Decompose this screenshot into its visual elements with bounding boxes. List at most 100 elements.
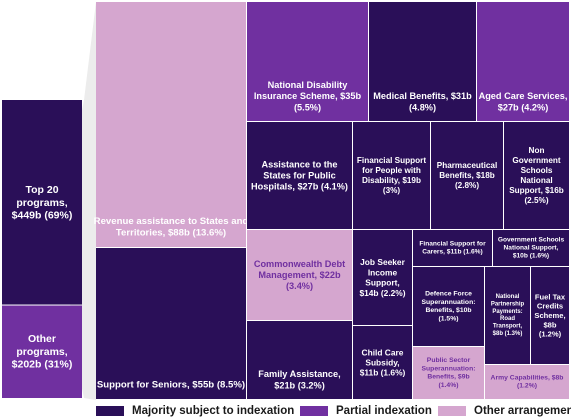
tile-job-seeker-income-support-rect bbox=[353, 230, 412, 325]
summary-top20-block bbox=[2, 100, 82, 305]
tile-assistance-to-the-states-for-public-hospitals-label-line-3: Hospitals, $27b (4.1%) bbox=[251, 182, 348, 192]
tile-job-seeker-income-support-label-line-3: Support, bbox=[365, 278, 399, 288]
tile-financial-support-for-people-with-disability-label-line-3: Disability, $19b bbox=[362, 176, 421, 185]
tile-defence-force-superannuation-benefits-rect bbox=[413, 267, 484, 346]
tile-national-partnership-payments-road-transport-label-line-2: Partnership bbox=[491, 302, 525, 308]
tile-pharmaceutical-benefits-label-line-2: Benefits, $18b bbox=[439, 171, 495, 180]
tile-aged-care-services: Aged Care Services,$27b (4.2%) bbox=[477, 2, 569, 121]
tile-national-partnership-payments-road-transport: National PartnershipPayments:RoadTranspor… bbox=[485, 267, 530, 364]
tile-non-government-schools-national-support-label-line-5: Support, $16b bbox=[509, 186, 564, 195]
tile-revenue-assistance-to-states-and-territories-label-line-2: Territories, $88b (13.6%) bbox=[116, 228, 226, 239]
tile-financial-support-for-people-with-disability-rect bbox=[353, 122, 430, 229]
legend-swatch-partial bbox=[300, 406, 328, 416]
tile-public-sector-superannuation-benefits-label-line-4: (1.4%) bbox=[438, 382, 458, 389]
summary-top20-label-line-1: Top 20 bbox=[25, 184, 58, 196]
tile-non-government-schools-national-support-label-line-4: National bbox=[520, 176, 552, 185]
tile-commonwealth-debt-management-rect bbox=[247, 230, 352, 320]
tile-pharmaceutical-benefits-rect bbox=[431, 122, 503, 229]
tile-non-government-schools-national-support-rect bbox=[504, 122, 569, 229]
tile-national-partnership-payments-road-transport-label-line-1: National bbox=[496, 294, 520, 300]
summary-top20-label-line-3: $449b (69%) bbox=[12, 210, 73, 222]
tile-national-partnership-payments-road-transport-rect bbox=[485, 267, 530, 364]
legend-label-other: Other arrangement bbox=[474, 405, 571, 417]
tile-fuel-tax-credits-scheme-label-line-1: Fuel Tax bbox=[535, 292, 566, 301]
tile-army-capabilities: Army Capabilities, $8b (1.2%) bbox=[485, 365, 569, 399]
tile-national-partnership-payments-road-transport-label-line-3: Payments: bbox=[492, 309, 522, 315]
tile-defence-force-superannuation-benefits-label-line-3: Benefits, $10b bbox=[425, 307, 471, 314]
tile-support-for-seniors-label-line-1: Support for Seniors, $55b (8.5%) bbox=[97, 380, 245, 391]
tile-aged-care-services-rect bbox=[477, 2, 569, 121]
tile-pharmaceutical-benefits-label-line-1: Pharmaceutical bbox=[437, 161, 498, 170]
tile-financial-support-for-people-with-disability-label-line-2: for People with bbox=[362, 166, 421, 175]
tile-national-partnership-payments-road-transport-label-line-4: Road bbox=[500, 316, 515, 322]
tile-job-seeker-income-support-label-line-4: $14b (2.2%) bbox=[359, 288, 405, 298]
tile-support-for-seniors-rect bbox=[96, 248, 246, 399]
tile-family-assistance-rect bbox=[247, 321, 352, 399]
tile-public-sector-superannuation-benefits-label-line-1: Public Sector bbox=[427, 357, 471, 364]
summary-other-label-line-2: programs, bbox=[16, 346, 67, 358]
legend: Majority subject to indexation Partial i… bbox=[0, 402, 571, 420]
tile-job-seeker-income-support-label-line-2: Income bbox=[368, 267, 398, 277]
tile-national-disability-insurance-scheme-label-line-3: (5.5%) bbox=[294, 102, 321, 112]
tile-revenue-assistance-to-states-and-territories-label-line-1: Revenue assistance to States and bbox=[94, 216, 249, 227]
tile-non-government-schools-national-support-label-line-3: Schools bbox=[521, 166, 553, 175]
tile-national-disability-insurance-scheme-label-line-2: Insurance Scheme, $35b bbox=[254, 91, 362, 101]
tile-child-care-subsidy-rect bbox=[353, 326, 412, 399]
tile-government-schools-national-support-label-line-3: $10b (1.6%) bbox=[513, 253, 549, 260]
tile-family-assistance-label-line-1: Family Assistance, bbox=[258, 369, 340, 379]
legend-item-partial: Partial indexation bbox=[300, 404, 432, 418]
tile-commonwealth-debt-management-label-line-1: Commonwealth Debt bbox=[254, 259, 345, 269]
tile-defence-force-superannuation-benefits-label-line-1: Defence Force bbox=[425, 291, 472, 298]
tile-family-assistance-label-line-2: $21b (3.2%) bbox=[274, 380, 325, 390]
tile-aged-care-services-label-line-1: Aged Care Services, bbox=[479, 91, 568, 101]
legend-label-majority: Majority subject to indexation bbox=[132, 405, 295, 417]
tile-fuel-tax-credits-scheme-rect bbox=[531, 267, 569, 364]
tile-revenue-assistance-to-states-and-territories-rect bbox=[96, 2, 246, 247]
tile-medical-benefits-label-line-2: (4.8%) bbox=[409, 102, 436, 112]
tile-government-schools-national-support: Government Schools National Support,$10b … bbox=[493, 230, 569, 266]
tile-financial-support-for-carers: Financial Support for Carers, $11b (1.6%) bbox=[413, 230, 492, 266]
tile-commonwealth-debt-management-label-line-3: (3.4%) bbox=[286, 281, 313, 291]
tile-government-schools-national-support-rect bbox=[493, 230, 569, 266]
legend-item-other: Other arrangement bbox=[438, 404, 571, 418]
legend-label-partial: Partial indexation bbox=[336, 405, 432, 417]
tile-medical-benefits-rect bbox=[369, 2, 476, 121]
tile-family-assistance: Family Assistance,$21b (3.2%) bbox=[247, 321, 352, 399]
tile-non-government-schools-national-support-label-line-6: (2.5%) bbox=[524, 196, 548, 205]
tile-assistance-to-the-states-for-public-hospitals-rect bbox=[247, 122, 352, 229]
summary-other-label-line-3: $202b (31%) bbox=[12, 359, 73, 371]
tile-national-partnership-payments-road-transport-label-line-6: $8b (1.3%) bbox=[493, 331, 523, 337]
tile-child-care-subsidy-label-line-3: $11b (1.6%) bbox=[360, 368, 406, 378]
tile-assistance-to-the-states-for-public-hospitals-label-line-2: States for Public bbox=[263, 171, 336, 181]
tile-job-seeker-income-support-label-line-1: Job Seeker bbox=[360, 257, 405, 267]
tile-financial-support-for-carers-rect bbox=[413, 230, 492, 266]
tile-pharmaceutical-benefits-label-line-3: (2.8%) bbox=[455, 181, 479, 190]
tile-fuel-tax-credits-scheme-label-line-4: $8b bbox=[543, 320, 556, 329]
tile-financial-support-for-people-with-disability-label-line-1: Financial Support bbox=[357, 156, 426, 165]
tile-national-disability-insurance-scheme-rect bbox=[247, 2, 368, 121]
tile-financial-support-for-people-with-disability-label-line-4: (3%) bbox=[383, 186, 401, 195]
tile-national-disability-insurance-scheme-label-line-1: National Disability bbox=[268, 80, 349, 90]
program-tiles: Revenue assistance to States andTerritor… bbox=[94, 2, 569, 399]
tile-fuel-tax-credits-scheme-label-line-3: Scheme, bbox=[534, 311, 565, 320]
tile-fuel-tax-credits-scheme-label-line-5: (1.2%) bbox=[539, 330, 562, 339]
legend-swatch-majority bbox=[96, 406, 124, 416]
legend-swatch-other bbox=[438, 406, 466, 416]
tile-public-sector-superannuation-benefits-rect bbox=[413, 347, 484, 399]
tile-commonwealth-debt-management-label-line-2: Management, $22b bbox=[258, 270, 341, 280]
tile-public-sector-superannuation-benefits-label-line-2: Superannuation: bbox=[422, 365, 476, 372]
summary-other-block bbox=[2, 305, 82, 398]
tile-revenue-assistance-to-states-and-territories: Revenue assistance to States andTerritor… bbox=[94, 2, 249, 247]
